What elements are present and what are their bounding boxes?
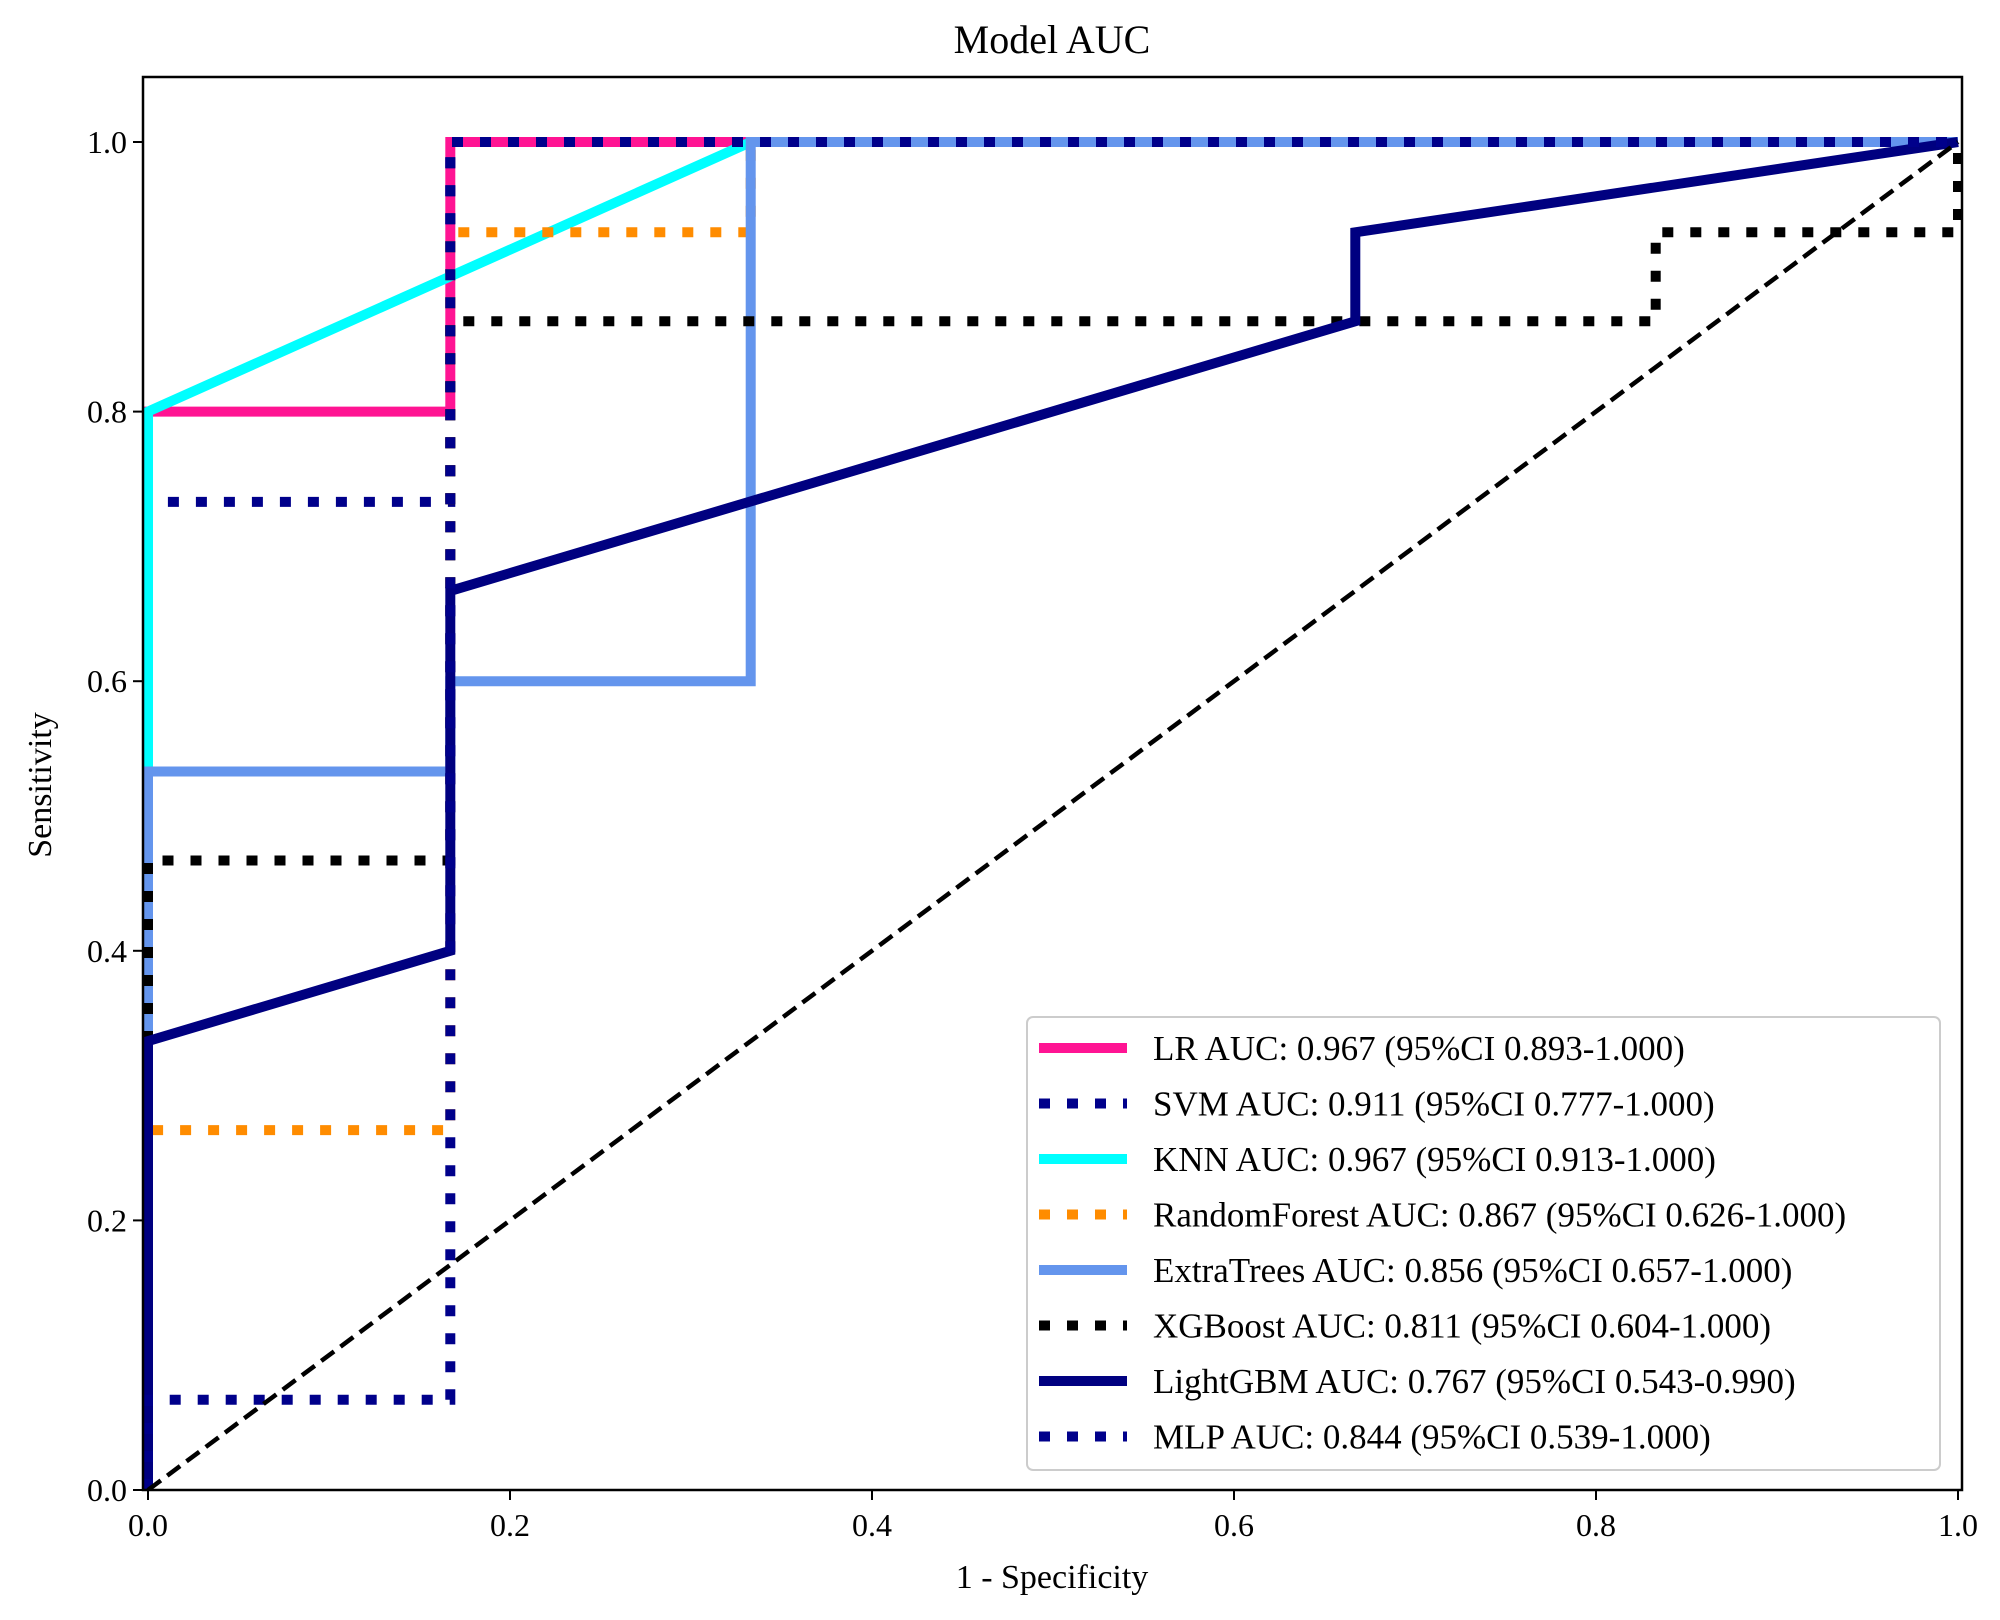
legend-entry-label: SVM AUC: 0.911 (95%CI 0.777-1.000) <box>1153 1085 1715 1124</box>
x-tick-label: 1.0 <box>1938 1507 1978 1543</box>
legend-box <box>1026 1016 1941 1471</box>
axis-ticks: 0.0 0.2 0.4 0.6 0.8 1.0 0.0 0.2 0.4 0.6 0.8 1.0 <box>87 124 1978 1543</box>
legend-entry-label: RandomForest AUC: 0.867 (95%CI 0.626-1.0… <box>1153 1196 1846 1235</box>
series-line-xgboost <box>143 142 1962 1490</box>
y-tick-label: 0.4 <box>87 933 127 969</box>
legend-entry-label: MLP AUC: 0.844 (95%CI 0.539-1.000) <box>1153 1418 1711 1457</box>
x-axis-label: 1 - Specificity <box>956 1559 1149 1596</box>
reference-diagonal-line <box>146 140 1960 1490</box>
x-tick-label: 0.4 <box>852 1507 892 1543</box>
y-tick-label: 0.0 <box>87 1472 127 1508</box>
y-tick-label: 1.0 <box>87 124 127 160</box>
x-tick-label: 0.0 <box>128 1507 168 1543</box>
series-line-lightgbm <box>143 137 1959 1490</box>
y-axis-label: Sensitivity <box>22 712 59 857</box>
legend-entry-label: LR AUC: 0.967 (95%CI 0.893-1.000) <box>1153 1029 1685 1068</box>
y-tick-label: 0.8 <box>87 394 127 430</box>
x-tick-label: 0.6 <box>1214 1507 1254 1543</box>
legend-entry-label: KNN AUC: 0.967 (95%CI 0.913-1.000) <box>1153 1140 1716 1179</box>
x-tick-label: 0.8 <box>1576 1507 1616 1543</box>
x-tick-label: 0.2 <box>490 1507 530 1543</box>
y-tick-label: 0.2 <box>87 1202 127 1238</box>
chart-title: Model AUC <box>954 17 1151 62</box>
legend-entry-label: XGBoost AUC: 0.811 (95%CI 0.604-1.000) <box>1153 1307 1771 1346</box>
legend: LR AUC: 0.967 (95%CI 0.893-1.000) SVM AUC… <box>1026 1016 1941 1471</box>
y-tick-label: 0.6 <box>87 663 127 699</box>
legend-entry-label: LightGBM AUC: 0.767 (95%CI 0.543-0.990) <box>1153 1362 1796 1401</box>
series-line-mlp <box>143 137 1958 1490</box>
plot-area <box>143 137 1962 1490</box>
plot-frame <box>141 75 1964 1492</box>
legend-entry-label: ExtraTrees AUC: 0.856 (95%CI 0.657-1.000… <box>1153 1251 1792 1290</box>
